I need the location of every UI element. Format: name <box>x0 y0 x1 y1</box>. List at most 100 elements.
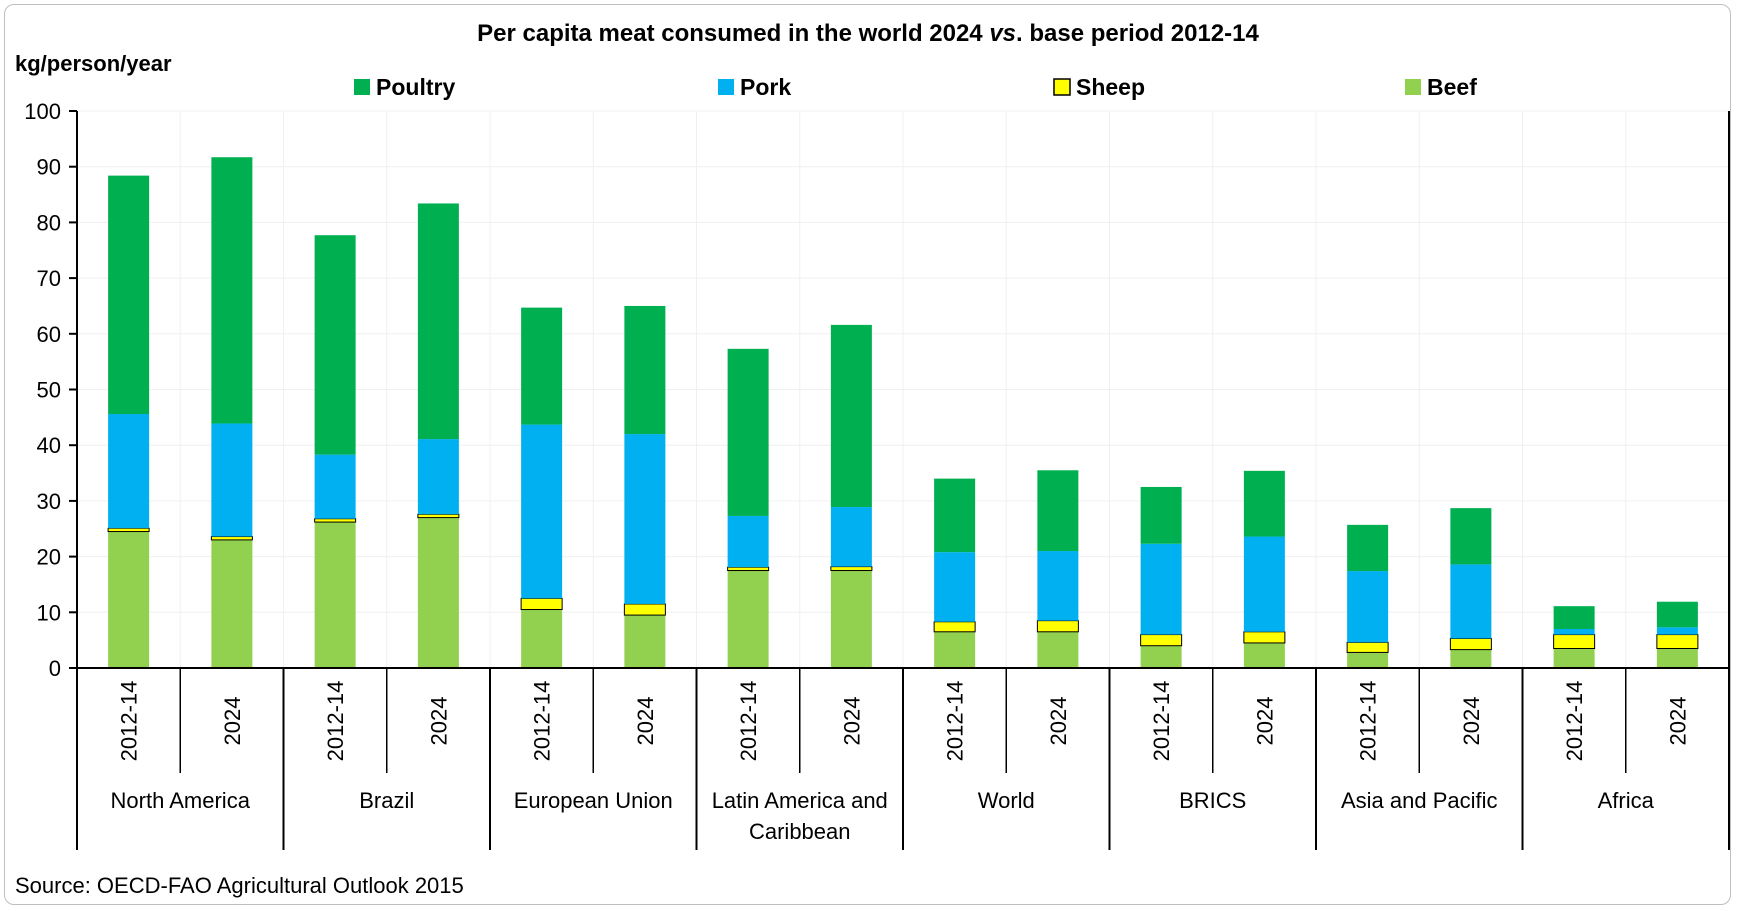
bar-poultry-latin-america-and-caribbean-2012-14 <box>727 348 769 516</box>
legend-swatch-beef <box>1405 79 1421 95</box>
bar-pork-brazil-2012-14 <box>314 454 356 519</box>
x-period-label-latin-america-and-caribbean-2024: 2024 <box>839 697 864 746</box>
x-period-label-brazil-2012-14: 2012-14 <box>323 681 348 762</box>
x-period-label-latin-america-and-caribbean-2012-14: 2012-14 <box>736 681 761 762</box>
x-period-label-european-union-2024: 2024 <box>633 697 658 746</box>
bar-pork-latin-america-and-caribbean-2012-14 <box>727 515 769 568</box>
bar-poultry-asia-and-pacific-2024 <box>1450 508 1492 565</box>
bar-pork-asia-and-pacific-2012-14 <box>1347 571 1389 643</box>
bar-pork-european-union-2024 <box>624 434 666 604</box>
x-period-label-world-2024: 2024 <box>1046 697 1071 746</box>
chart-frame: Per capita meat consumed in the world 20… <box>4 4 1731 905</box>
bar-poultry-north-america-2012-14 <box>108 175 150 415</box>
bar-pork-africa-2012-14 <box>1553 629 1595 635</box>
y-tick-label-0: 0 <box>49 656 61 681</box>
bar-poultry-asia-and-pacific-2012-14 <box>1347 524 1389 572</box>
bar-pork-world-2024 <box>1037 551 1079 621</box>
bar-beef-brazil-2012-14 <box>314 522 356 668</box>
bar-poultry-north-america-2024 <box>211 157 253 424</box>
y-tick-label-40: 40 <box>37 433 61 458</box>
y-tick-label-60: 60 <box>37 322 61 347</box>
bar-beef-asia-and-pacific-2024 <box>1450 649 1492 668</box>
bar-beef-asia-and-pacific-2012-14 <box>1347 652 1389 668</box>
bar-beef-africa-2024 <box>1656 648 1698 668</box>
x-period-label-european-union-2012-14: 2012-14 <box>530 681 555 762</box>
source-note: Source: OECD-FAO Agricultural Outlook 20… <box>15 873 464 898</box>
bar-pork-world-2012-14 <box>934 552 976 622</box>
stacked-bar-chart: Per capita meat consumed in the world 20… <box>15 20 1730 898</box>
bar-poultry-world-2012-14 <box>934 478 976 553</box>
bar-beef-european-union-2024 <box>624 615 666 668</box>
bar-pork-brazil-2024 <box>417 439 459 515</box>
legend-label-beef: Beef <box>1427 74 1477 100</box>
bar-sheep-latin-america-and-caribbean-2012-14 <box>727 566 770 572</box>
legend-swatch-poultry <box>354 79 370 95</box>
x-period-label-brics-2024: 2024 <box>1252 697 1277 746</box>
y-tick-label-90: 90 <box>37 155 61 180</box>
bar-sheep-asia-and-pacific-2024 <box>1449 637 1492 651</box>
bar-pork-latin-america-and-caribbean-2024 <box>830 507 872 567</box>
bar-beef-brics-2012-14 <box>1140 645 1182 668</box>
x-group-label-brics: BRICS <box>1179 788 1246 813</box>
bar-poultry-brics-2012-14 <box>1140 486 1182 544</box>
x-period-label-north-america-2024: 2024 <box>220 697 245 746</box>
bar-sheep-brazil-2012-14 <box>314 518 357 523</box>
x-group-label-north-america: North America <box>111 788 251 813</box>
bar-poultry-european-union-2024 <box>624 305 666 435</box>
bar-pork-brics-2012-14 <box>1140 543 1182 635</box>
y-tick-label-20: 20 <box>37 545 61 570</box>
bar-pork-brics-2024 <box>1243 536 1285 632</box>
bar-beef-latin-america-and-caribbean-2012-14 <box>727 570 769 668</box>
chart-title: Per capita meat consumed in the world 20… <box>477 20 1259 47</box>
bar-sheep-european-union-2024 <box>623 603 666 616</box>
x-axis-labels: 2012-14 2024 North America 2012-14 2024 Brazi… <box>76 668 1730 850</box>
bar-sheep-asia-and-pacific-2012-14 <box>1346 641 1389 653</box>
x-period-label-africa-2012-14: 2012-14 <box>1562 681 1587 762</box>
x-period-label-brics-2012-14: 2012-14 <box>1149 681 1174 762</box>
bar-poultry-brazil-2024 <box>417 203 459 440</box>
bar-sheep-world-2024 <box>1036 620 1079 633</box>
x-period-label-north-america-2012-14: 2012-14 <box>117 681 142 762</box>
y-tick-label-100: 100 <box>24 99 61 124</box>
bar-poultry-european-union-2012-14 <box>521 307 563 425</box>
bar-pork-north-america-2012-14 <box>108 414 150 529</box>
bar-poultry-brics-2024 <box>1243 470 1285 537</box>
y-tick-label-70: 70 <box>37 266 61 291</box>
bar-poultry-world-2024 <box>1037 470 1079 552</box>
y-tick-label-30: 30 <box>37 489 61 514</box>
bar-sheep-north-america-2012-14 <box>107 527 150 533</box>
legend-label-poultry: Poultry <box>376 74 455 100</box>
x-period-label-asia-and-pacific-2024: 2024 <box>1459 697 1484 746</box>
x-group-label-africa: Africa <box>1598 788 1655 813</box>
bar-pork-european-union-2012-14 <box>521 424 563 599</box>
bar-poultry-latin-america-and-caribbean-2024 <box>830 324 872 508</box>
x-group-label-brazil: Brazil <box>359 788 414 813</box>
bar-sheep-africa-2012-14 <box>1553 634 1596 650</box>
bar-sheep-brazil-2024 <box>417 513 460 519</box>
bar-pork-asia-and-pacific-2024 <box>1450 564 1492 639</box>
y-tick-label-10: 10 <box>37 600 61 625</box>
bar-beef-world-2012-14 <box>934 631 976 668</box>
bar-sheep-european-union-2012-14 <box>520 597 563 611</box>
x-group-label-asia-and-pacific: Asia and Pacific <box>1341 788 1498 813</box>
legend-swatch-pork <box>718 79 734 95</box>
bar-sheep-north-america-2024 <box>210 536 253 541</box>
bar-sheep-brics-2024 <box>1243 631 1286 644</box>
x-period-label-asia-and-pacific-2012-14: 2012-14 <box>1356 681 1381 762</box>
x-period-label-africa-2024: 2024 <box>1665 697 1690 746</box>
bar-sheep-world-2012-14 <box>933 621 976 633</box>
x-period-label-world-2012-14: 2012-14 <box>943 681 968 762</box>
bar-beef-latin-america-and-caribbean-2024 <box>830 570 872 668</box>
bar-sheep-africa-2024 <box>1656 634 1699 650</box>
bar-pork-africa-2024 <box>1656 627 1698 635</box>
y-tick-label-50: 50 <box>37 378 61 403</box>
plot-area <box>107 157 1699 668</box>
legend-label-pork: Pork <box>740 74 791 100</box>
x-group-label-latin-america-and-caribbean-line-2: Caribbean <box>749 819 851 844</box>
bar-sheep-brics-2012-14 <box>1140 634 1183 647</box>
bar-beef-brics-2024 <box>1243 642 1285 668</box>
bar-pork-north-america-2024 <box>211 423 253 537</box>
x-group-label-european-union: European Union <box>514 788 673 813</box>
bar-beef-north-america-2024 <box>211 539 253 668</box>
axes: 0 10 20 30 40 50 60 70 80 90 100 <box>24 99 1730 681</box>
